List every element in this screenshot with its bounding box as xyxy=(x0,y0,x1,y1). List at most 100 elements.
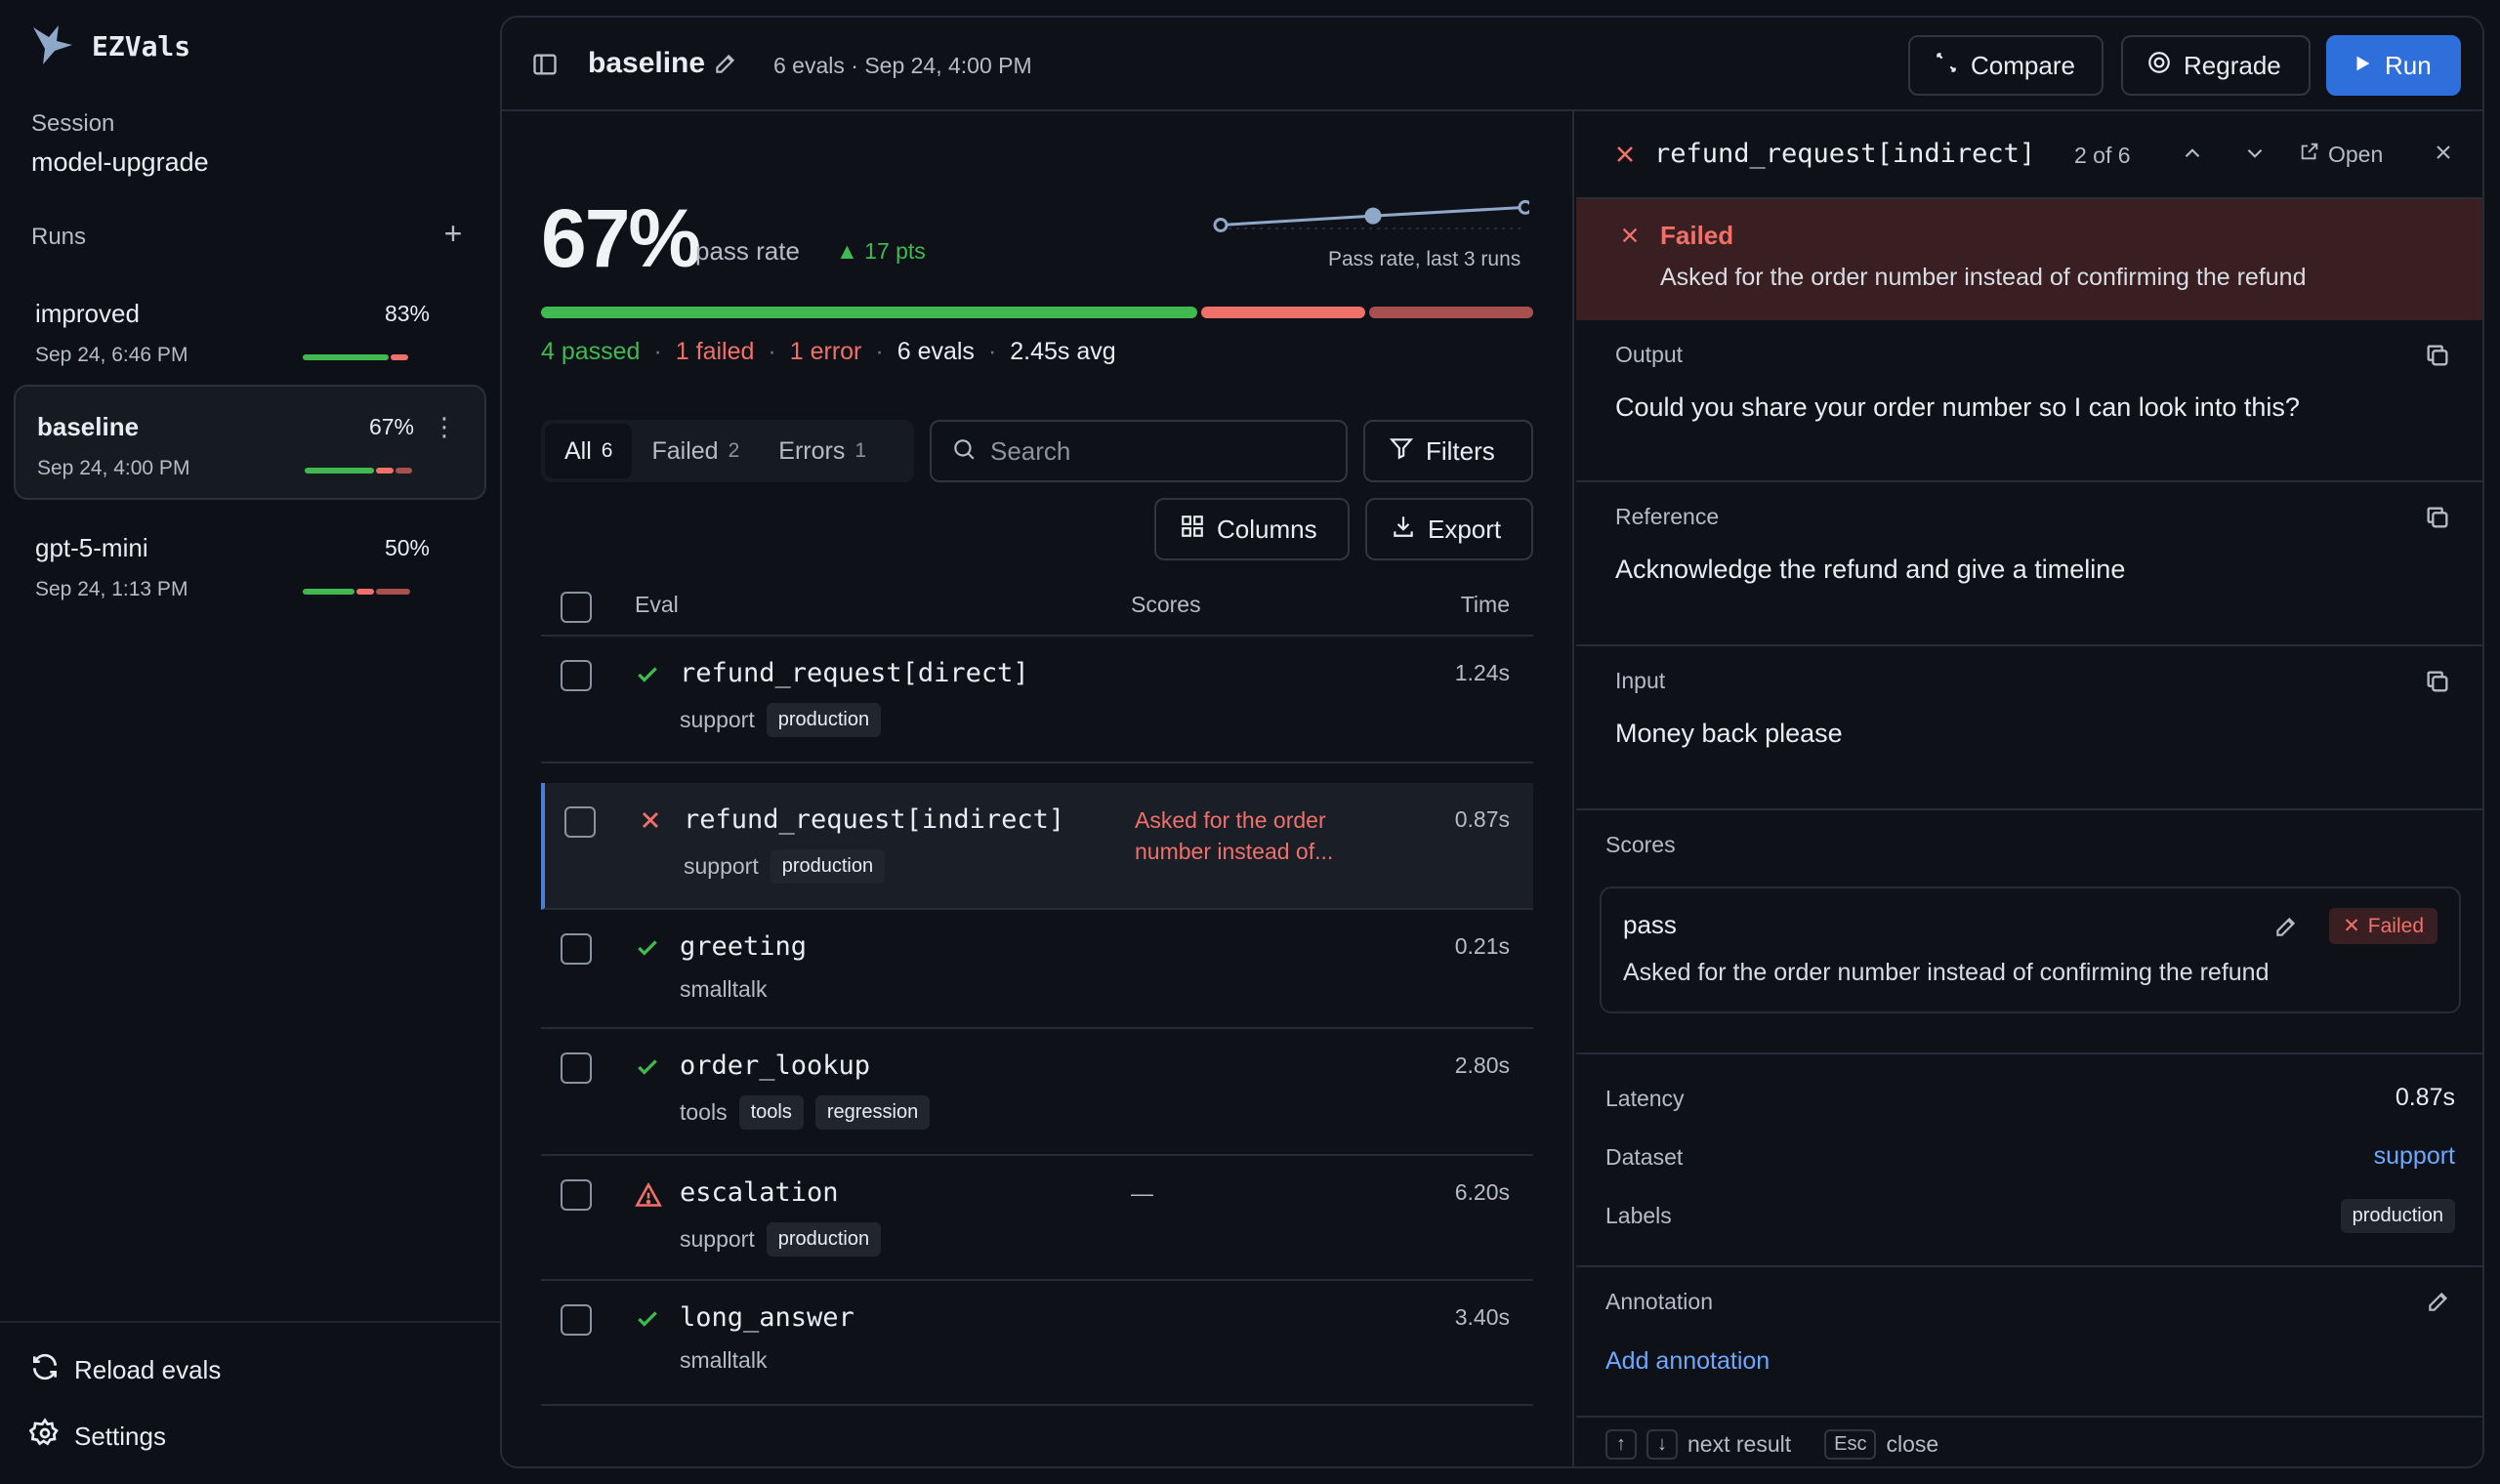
table-row[interactable]: escalation support production — 6.20s xyxy=(541,1156,1533,1281)
row-checkbox[interactable] xyxy=(561,933,592,965)
app-name: EZVals xyxy=(92,30,191,62)
check-icon xyxy=(635,1054,660,1085)
latency-row: Latency 0.87s xyxy=(1605,1078,2455,1117)
column-eval[interactable]: Eval xyxy=(635,592,679,617)
run-button[interactable]: Run xyxy=(2326,35,2461,96)
table-row[interactable]: long_answer smalltalk 3.40s xyxy=(541,1281,1533,1406)
scores-label: Scores xyxy=(1605,832,1676,857)
table-row[interactable]: refund_request[direct] support production 1… xyxy=(541,637,1533,763)
tab-failed[interactable]: Failed 2 xyxy=(632,424,759,478)
score-status-badge: ✕ Failed xyxy=(2329,908,2438,944)
search-input[interactable] xyxy=(990,435,1322,467)
dataset-link[interactable]: support xyxy=(2373,1142,2455,1170)
tab-all[interactable]: All 6 xyxy=(545,424,633,478)
pass-rate-trend-chart xyxy=(1213,199,1529,232)
row-checkbox[interactable] xyxy=(561,1304,592,1336)
row-checkbox[interactable] xyxy=(561,1052,592,1084)
run-bar-failed xyxy=(356,589,375,595)
close-icon[interactable] xyxy=(2432,141,2455,169)
sidebar-divider xyxy=(0,1321,500,1323)
dataset-name: support xyxy=(684,853,759,879)
pencil-icon[interactable] xyxy=(713,51,738,81)
eval-meta: smalltalk xyxy=(680,1347,767,1374)
refresh-icon xyxy=(29,1351,61,1389)
label-tag: production xyxy=(770,849,886,884)
arrow-down-key: ↓ xyxy=(1646,1429,1678,1460)
run-date: Sep 24, 4:00 PM xyxy=(37,457,190,479)
score-reason: Asked for the order number instead of co… xyxy=(1623,959,2270,986)
copy-icon[interactable] xyxy=(2424,342,2451,374)
open-button[interactable]: Open xyxy=(2299,141,2383,168)
fail-x-icon xyxy=(639,808,662,837)
label-tag: regression xyxy=(814,1095,931,1130)
scores-section: Scores pass ✕ Failed Asked for the order… xyxy=(1576,810,2482,1054)
add-run-icon[interactable]: + xyxy=(443,216,463,251)
tab-label: Failed xyxy=(651,436,719,465)
table-header: Eval Scores Time xyxy=(541,580,1533,637)
row-checkbox[interactable] xyxy=(561,1179,592,1211)
page-meta: 6 evals · Sep 24, 4:00 PM xyxy=(773,53,1032,78)
more-options-icon[interactable]: ⋮ xyxy=(432,412,457,441)
annotation-label: Annotation xyxy=(1605,1289,1713,1314)
run-date: Sep 24, 6:46 PM xyxy=(35,344,188,366)
run-bar-passed xyxy=(303,354,389,360)
row-checkbox[interactable] xyxy=(561,660,592,691)
run-item-improved[interactable]: improved 83% Sep 24, 6:46 PM xyxy=(14,273,486,389)
tab-errors[interactable]: Errors 1 xyxy=(759,424,886,478)
filters-label: Filters xyxy=(1426,435,1495,466)
chevron-down-icon[interactable] xyxy=(2242,141,2268,171)
eval-name: order_lookup xyxy=(680,1051,871,1081)
copy-icon[interactable] xyxy=(2424,504,2451,536)
run-bar-error xyxy=(396,468,412,474)
search-box xyxy=(930,420,1348,482)
eval-meta: smalltalk xyxy=(680,976,767,1003)
eval-meta: support production xyxy=(680,703,882,737)
sidebar-toggle-icon[interactable] xyxy=(531,51,559,83)
filter-icon xyxy=(1389,435,1414,468)
output-value: Could you share your order number so I c… xyxy=(1615,392,2300,422)
columns-button[interactable]: Columns xyxy=(1154,498,1350,560)
page-title: baseline xyxy=(588,47,706,79)
score-name: pass xyxy=(1623,910,1677,939)
table-row[interactable]: greeting smalltalk 0.21s xyxy=(541,910,1533,1029)
reference-label: Reference xyxy=(1615,504,1720,529)
regrade-button[interactable]: Regrade xyxy=(2121,35,2311,96)
run-item-baseline[interactable]: baseline 67% ⋮ Sep 24, 4:00 PM xyxy=(14,385,486,500)
eval-time: 2.80s xyxy=(1454,1052,1510,1078)
select-all-checkbox[interactable] xyxy=(561,592,592,623)
check-icon xyxy=(635,662,660,692)
run-item-gpt-5-mini[interactable]: gpt-5-mini 50% Sep 24, 1:13 PM xyxy=(14,508,486,623)
add-annotation-link[interactable]: Add annotation xyxy=(1605,1347,1771,1375)
settings-button[interactable]: Settings xyxy=(28,1418,166,1456)
column-scores[interactable]: Scores xyxy=(1131,592,1201,617)
dataset-name: support xyxy=(680,1226,755,1252)
copy-icon[interactable] xyxy=(2424,668,2451,700)
grid-icon xyxy=(1180,514,1205,546)
eval-meta: support production xyxy=(684,849,886,884)
tab-count: 2 xyxy=(728,439,740,462)
score-badge-label: Failed xyxy=(2367,914,2424,937)
chevron-up-icon[interactable] xyxy=(2180,141,2205,171)
fail-x-icon xyxy=(1619,225,1641,251)
eval-time: 0.21s xyxy=(1454,933,1510,959)
summary-avg: 2.45s avg xyxy=(1010,338,1116,365)
reference-section: Reference Acknowledge the refund and giv… xyxy=(1576,482,2482,646)
export-button[interactable]: Export xyxy=(1365,498,1533,560)
gear-icon xyxy=(28,1418,61,1456)
table-row[interactable]: refund_request[indirect] support productio… xyxy=(541,783,1533,910)
filters-button[interactable]: Filters xyxy=(1363,420,1533,482)
compare-button[interactable]: Compare xyxy=(1908,35,2104,96)
pencil-icon[interactable] xyxy=(2426,1289,2451,1319)
tab-count: 6 xyxy=(601,439,613,462)
dataset-name: tools xyxy=(680,1099,728,1125)
column-time[interactable]: Time xyxy=(1460,592,1510,617)
detail-header: refund_request[indirect] 2 of 6 Open xyxy=(1576,111,2482,199)
brand: EZVals xyxy=(29,20,190,73)
reload-evals-label: Reload evals xyxy=(74,1355,222,1384)
trend-point xyxy=(1518,199,1529,215)
table-row[interactable]: order_lookup tools tools regression 2.80s xyxy=(541,1029,1533,1156)
play-icon xyxy=(2352,51,2373,81)
pencil-icon[interactable] xyxy=(2273,914,2299,944)
reload-evals-button[interactable]: Reload evals xyxy=(29,1351,221,1389)
row-checkbox[interactable] xyxy=(564,806,596,838)
